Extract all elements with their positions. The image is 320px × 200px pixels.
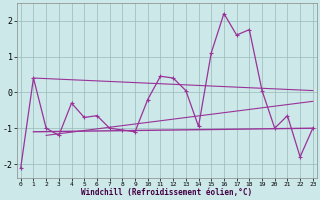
X-axis label: Windchill (Refroidissement éolien,°C): Windchill (Refroidissement éolien,°C) bbox=[81, 188, 252, 197]
